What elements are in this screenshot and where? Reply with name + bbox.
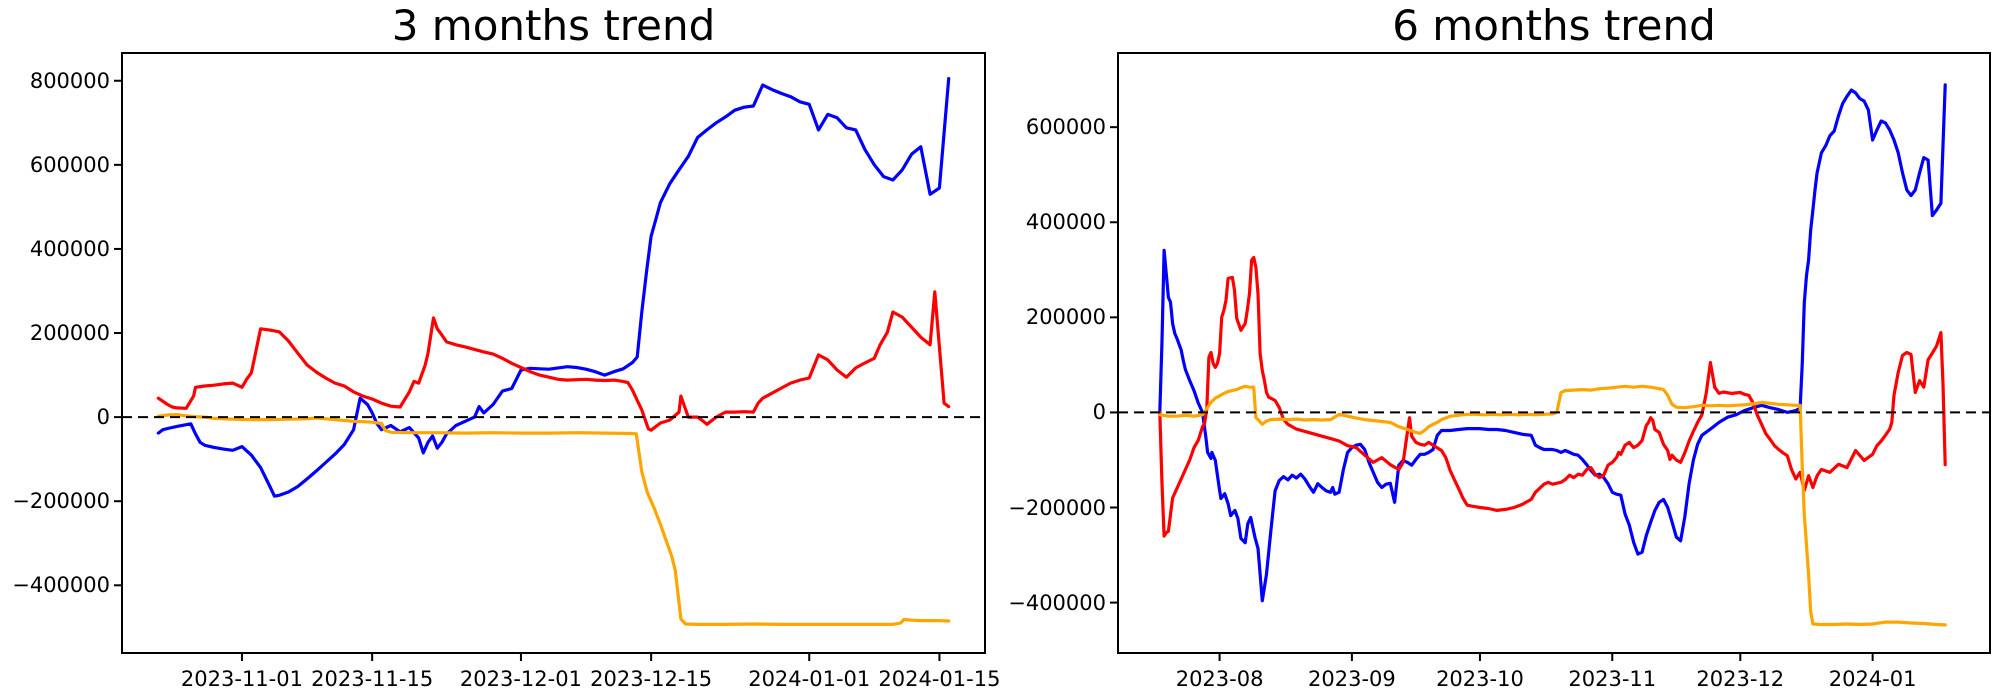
y-tick-label: 0 — [96, 405, 110, 430]
x-tick-label: 2023-11-01 — [180, 667, 303, 691]
y-tick-label: −200000 — [12, 489, 110, 514]
y-tick-label: 200000 — [29, 321, 110, 346]
plot-border — [1117, 52, 1991, 654]
series-line-red — [156, 290, 951, 432]
series-line-orange — [1158, 384, 1947, 627]
y-tick-label: −400000 — [12, 573, 110, 598]
x-tick-label: 2024-01 — [1828, 667, 1917, 691]
x-tick-label: 2024-01-15 — [878, 667, 1001, 691]
y-tick-label: 400000 — [29, 236, 110, 261]
x-tick-label: 2023-11 — [1568, 667, 1657, 691]
x-tick-label: 2023-10 — [1436, 667, 1524, 691]
series-line-red — [1158, 255, 1947, 538]
y-tick-label: 400000 — [1025, 210, 1106, 235]
y-tick-label: 200000 — [1025, 305, 1106, 330]
series-line-blue — [1158, 83, 1947, 603]
y-tick-label: 800000 — [29, 68, 110, 93]
plot-border — [121, 52, 986, 654]
x-tick-label: 2024-01-01 — [748, 667, 871, 691]
x-tick-label: 2023-12-15 — [590, 667, 713, 691]
y-tick-label: 0 — [1092, 400, 1106, 425]
y-tick-label: −400000 — [1008, 590, 1106, 615]
chart-title-6-months: 6 months trend — [1392, 1, 1716, 50]
x-tick-label: 2023-12 — [1696, 667, 1785, 691]
series-line-blue — [156, 76, 951, 498]
y-tick-label: 600000 — [1025, 115, 1106, 140]
x-tick-label: 2023-09 — [1308, 667, 1396, 691]
x-tick-label: 2023-12-01 — [459, 667, 582, 691]
x-tick-label: 2023-08 — [1175, 667, 1264, 691]
series-line-orange — [156, 413, 951, 627]
x-tick-label: 2023-11-15 — [311, 667, 434, 691]
chart-title-3-months: 3 months trend — [391, 1, 716, 50]
y-tick-label: 600000 — [29, 152, 110, 177]
y-tick-label: −200000 — [1008, 495, 1106, 520]
